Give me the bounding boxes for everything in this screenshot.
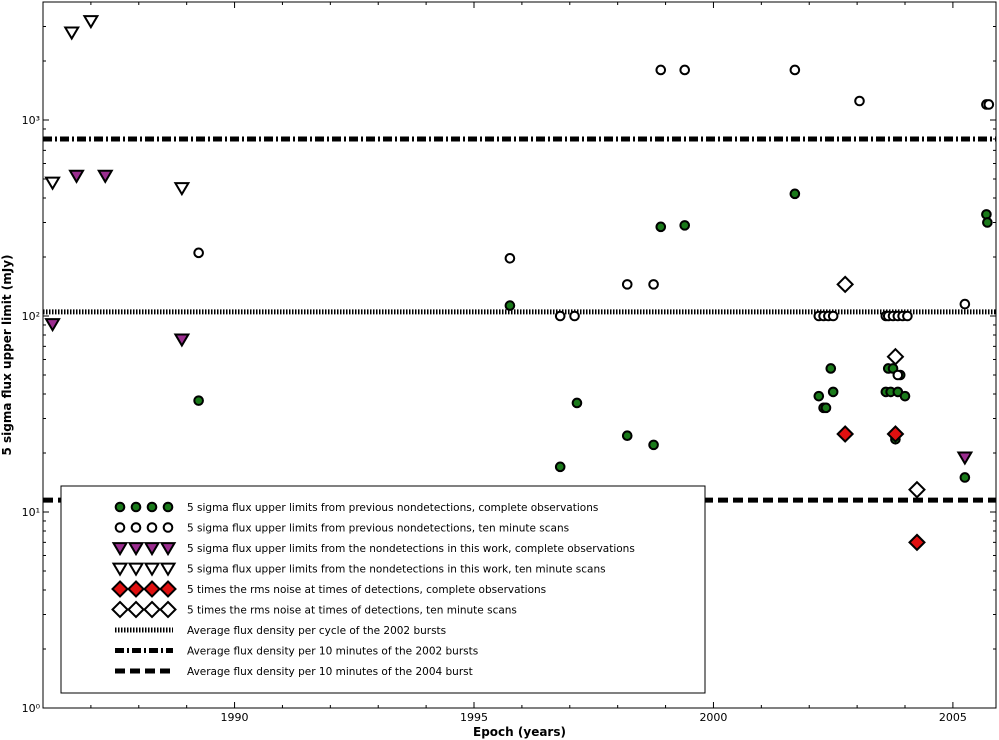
data-point-s2-14 (827, 310, 839, 322)
y-tick-label: 10² (22, 310, 40, 323)
data-point-s6-3 (908, 480, 926, 499)
data-point-s2-5 (621, 279, 633, 290)
data-point-s2-21 (892, 369, 904, 381)
plot-frame (42, 1, 997, 709)
data-point-s1-2 (504, 300, 516, 311)
data-point-s6-2 (886, 347, 905, 366)
y-axis-label: 5 sigma flux upper limit (mJy) (0, 255, 14, 456)
data-point-s3-2 (68, 169, 85, 184)
data-point-s2-8 (679, 64, 691, 76)
data-point-s3-1 (44, 318, 61, 333)
legend-marker-3-2 (127, 542, 145, 557)
data-point-s3-5 (956, 451, 974, 466)
data-point-s2-6 (648, 279, 659, 290)
data-point-s2-22 (959, 298, 971, 310)
x-axis-label: Epoch (years) (473, 725, 566, 739)
legend-marker-1-2 (130, 501, 142, 513)
legend-marker-6-2 (127, 600, 145, 619)
legend-label-8: Average flux density per 10 minutes of t… (187, 646, 478, 658)
legend-marker-4-1 (111, 562, 129, 577)
data-point-s1-3 (571, 397, 583, 409)
legend: 5 sigma flux upper limits from previous … (60, 485, 706, 694)
data-point-s2-20 (902, 310, 913, 322)
legend-label-2: 5 sigma flux upper limits from previous … (187, 523, 569, 535)
data-point-s1-25 (982, 217, 993, 228)
data-point-s1-10 (813, 390, 825, 402)
legend-marker-3-4 (159, 542, 177, 557)
legend-marker-4-4 (159, 562, 177, 577)
legend-marker-4-3 (143, 562, 161, 577)
data-point-s1-14 (827, 386, 839, 398)
legend-marker-1-4 (162, 501, 174, 513)
data-point-s1-13 (825, 363, 837, 374)
legend-label-5: 5 times the rms noise at times of detect… (187, 584, 546, 596)
legend-marker-5-3 (143, 580, 161, 598)
data-point-s2-24 (983, 99, 995, 110)
data-point-s2-7 (655, 64, 667, 76)
legend-label-3: 5 sigma flux upper limits from the nonde… (187, 543, 635, 555)
x-tick-label: 1990 (221, 711, 249, 724)
data-point-s4-4 (173, 182, 191, 197)
data-point-s3-3 (97, 169, 114, 184)
data-point-s2-2 (504, 252, 516, 264)
y-tick-label: 10³ (22, 114, 40, 127)
data-point-s1-7 (655, 221, 667, 233)
legend-marker-5-4 (159, 580, 177, 598)
legend-marker-5-1 (111, 580, 129, 598)
data-point-s5-2 (886, 425, 905, 443)
legend-label-1: 5 sigma flux upper limits from previous … (187, 502, 598, 514)
data-point-s4-2 (63, 26, 80, 41)
data-point-s5-3 (908, 533, 926, 552)
data-point-s2-3 (554, 310, 566, 322)
legend-marker-2-4 (162, 522, 174, 533)
data-point-s1-22 (899, 390, 911, 402)
legend-label-7: Average flux density per cycle of the 20… (187, 625, 446, 637)
legend-marker-2-2 (130, 522, 142, 533)
data-point-s1-4 (554, 461, 566, 473)
data-point-s2-9 (789, 64, 801, 76)
data-point-s1-12 (820, 402, 832, 414)
axes: 1990 1995 2000 2005 10⁰ 10¹ 10² 10³ (22, 1, 996, 724)
legend-label-9: Average flux density per 10 minutes of t… (187, 666, 473, 678)
data-point-s1-23 (959, 472, 971, 483)
legend-marker-3-1 (111, 542, 129, 557)
legend-label-6: 5 times the rms noise at times of detect… (187, 605, 517, 617)
data-point-s4-3 (82, 15, 100, 30)
legend-label-4: 5 sigma flux upper limits from the nonde… (187, 564, 606, 576)
data-points (44, 15, 995, 552)
data-point-s4-1 (44, 176, 61, 191)
legend-marker-2-1 (114, 522, 126, 533)
legend-marker-1-3 (146, 501, 158, 513)
data-point-s2-1 (193, 247, 204, 259)
data-point-s5-1 (836, 425, 855, 443)
legend-marker-1-1 (114, 501, 126, 513)
data-point-s3-4 (173, 333, 191, 348)
data-point-s1-9 (789, 188, 801, 200)
x-tick-label: 2000 (699, 711, 727, 724)
legend-marker-3-3 (143, 542, 161, 557)
legend-marker-6-4 (159, 600, 177, 619)
legend-marker-6-1 (111, 600, 129, 619)
y-tick-label: 10¹ (22, 506, 40, 519)
data-point-s1-8 (679, 220, 691, 231)
legend-marker-6-3 (143, 600, 161, 619)
legend-marker-4-2 (127, 562, 145, 577)
data-point-s1-6 (648, 439, 659, 451)
data-point-s1-1 (193, 395, 204, 406)
x-tick-label: 1995 (460, 711, 488, 724)
y-tick-label: 10⁰ (22, 702, 41, 715)
legend-marker-5-2 (127, 580, 145, 598)
data-point-s2-10 (854, 95, 865, 107)
data-point-s6-1 (836, 275, 855, 294)
data-point-s2-4 (569, 310, 580, 322)
legend-marker-2-3 (146, 522, 158, 533)
x-tick-label: 2005 (939, 711, 967, 724)
data-point-s1-5 (621, 430, 633, 442)
